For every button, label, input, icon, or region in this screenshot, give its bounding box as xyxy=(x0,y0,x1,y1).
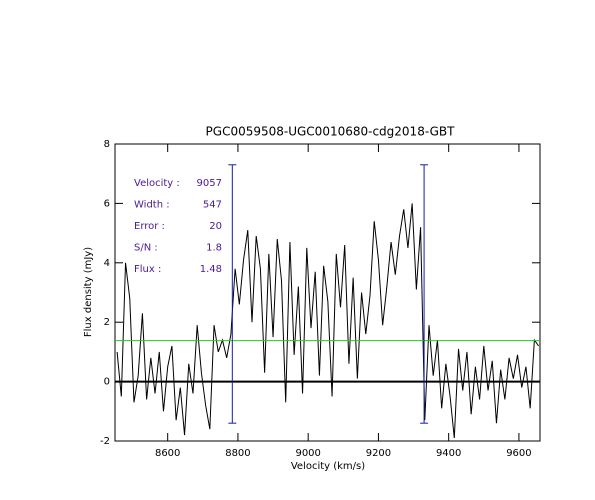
y-tick-label: 8 xyxy=(104,139,110,150)
x-tick-label: 9000 xyxy=(295,448,320,459)
info-value: 20 xyxy=(209,221,222,232)
info-value: 9057 xyxy=(197,178,222,189)
info-label: Velocity : xyxy=(134,178,180,189)
info-value: 1.8 xyxy=(206,243,222,254)
plot-frame xyxy=(114,143,541,442)
info-label: S/N : xyxy=(134,243,158,254)
y-axis-label: Flux density (mJy) xyxy=(83,247,94,337)
chart-title: PGC0059508-UGC0010680-cdg2018-GBT xyxy=(206,125,456,139)
spectrum-line xyxy=(116,203,540,439)
y-tick-label: 2 xyxy=(104,317,110,328)
y-tick-label: 6 xyxy=(104,198,110,209)
y-tick-label: -2 xyxy=(100,436,110,447)
info-label: Error : xyxy=(134,221,165,232)
y-tick-label: 0 xyxy=(104,377,110,388)
info-value: 547 xyxy=(203,200,222,211)
x-tick-label: 9600 xyxy=(506,448,531,459)
x-tick-label: 8600 xyxy=(155,448,180,459)
info-label: Flux : xyxy=(134,264,161,275)
info-value: 1.48 xyxy=(200,264,222,275)
x-axis-label: Velocity (km/s) xyxy=(291,461,365,472)
x-tick-label: 9400 xyxy=(436,448,461,459)
x-tick-label: 9200 xyxy=(366,448,391,459)
x-tick-label: 8800 xyxy=(225,448,250,459)
info-label: Width : xyxy=(134,200,170,211)
y-tick-label: 4 xyxy=(104,258,110,269)
